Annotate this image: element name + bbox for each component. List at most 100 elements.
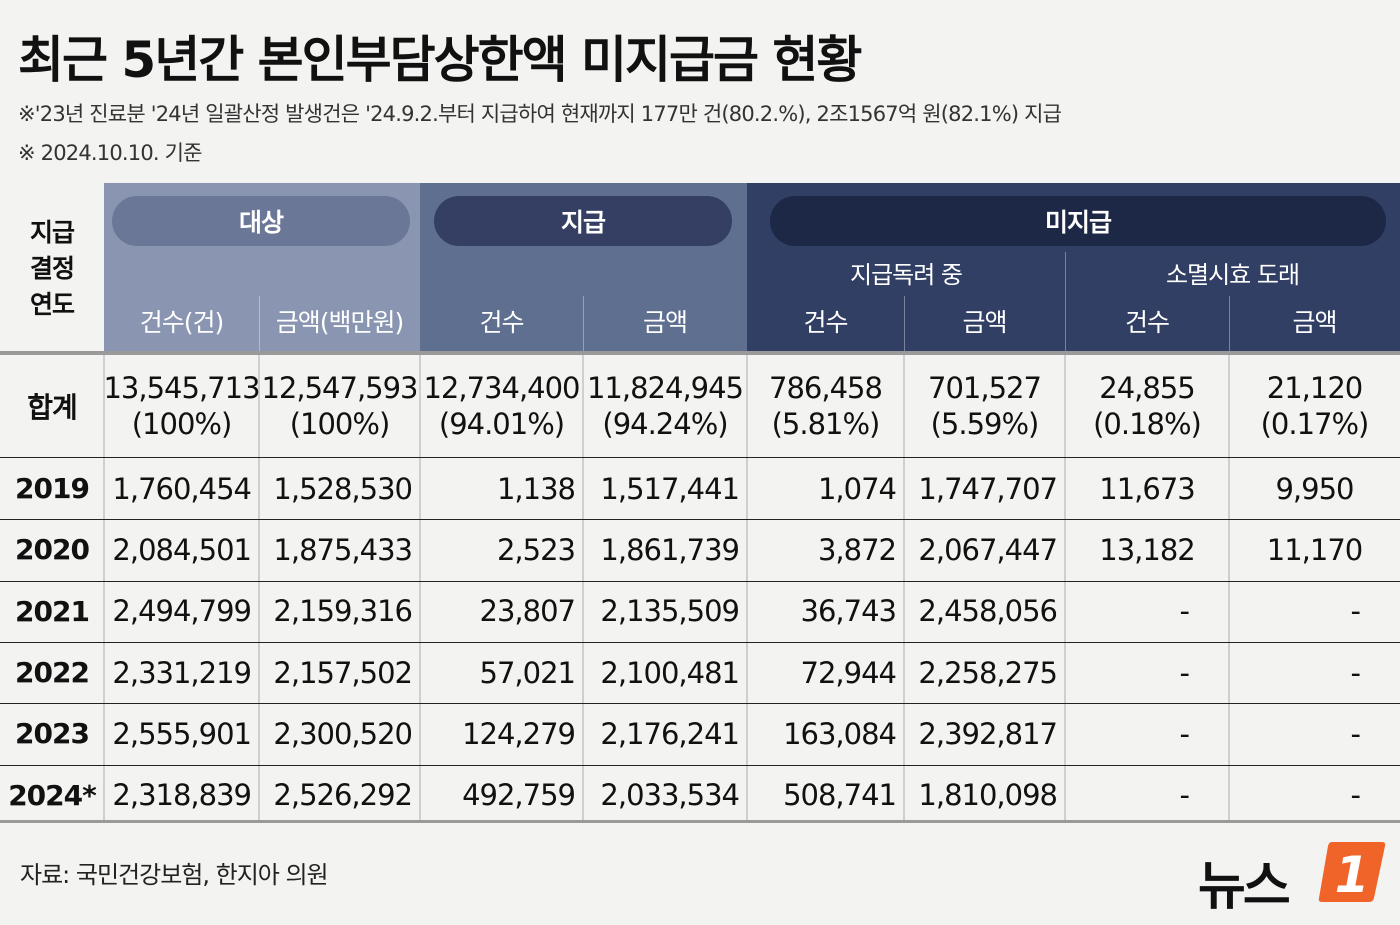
col-divider: [582, 355, 584, 820]
table-row: 2023 2,555,901 2,300,520 124,279 2,176,241 16…: [0, 703, 1400, 764]
group-target-pill: 대상: [112, 196, 410, 246]
table-cell: 1,810,098: [918, 778, 1058, 813]
table-cell: -: [1179, 655, 1190, 690]
table-cell: 3,872: [817, 532, 897, 567]
logo-mark-icon: 1: [1318, 842, 1386, 904]
col-paid-count: 건수: [479, 308, 524, 337]
header-separator: [583, 296, 584, 351]
svg-text:1: 1: [1335, 846, 1370, 904]
col-expired-amount: 금액: [1292, 308, 1337, 337]
row-divider: [0, 457, 1400, 458]
table-cell: 11,170: [1266, 532, 1363, 567]
subgroup-expired: 소멸시효 도래: [1165, 260, 1300, 289]
header-separator: [259, 296, 260, 351]
page-title: 최근 5년간 본인부담상한액 미지급금 현황: [18, 31, 862, 89]
table-row: 2021 2,494,799 2,159,316 23,807 2,135,509 36,…: [0, 581, 1400, 642]
year-column-header: 지급 결정 연도: [29, 218, 75, 319]
table-cell: 1,875,433: [273, 532, 413, 567]
col-divider: [1228, 355, 1230, 820]
table-cell: 13,182: [1099, 532, 1195, 567]
row-year: 2022: [15, 656, 90, 690]
table-cell: 2,526,292: [273, 778, 413, 813]
table-cell: 2,176,241: [600, 716, 740, 751]
table-row: 2020 2,084,501 1,875,433 2,523 1,861,739 3,87…: [0, 519, 1400, 580]
col-paid-amount: 금액: [642, 308, 688, 337]
footnote-1: ※'23년 진료분 '24년 일괄산정 발생건은 '24.9.2.부터 지급하여…: [18, 102, 1062, 126]
row-divider: [0, 703, 1400, 705]
table-cell: 1,861,739: [600, 532, 740, 567]
table-row: 2024* 2,318,839 2,526,292 492,759 2,033,534 5…: [0, 765, 1400, 826]
row-year: 2024*: [8, 778, 97, 812]
table-cell: 492,759: [462, 778, 576, 813]
table-cell: 163,084: [783, 716, 897, 751]
table-cell: 2,258,275: [918, 655, 1058, 690]
table-cell: 23,807: [479, 594, 576, 629]
table-bottom-rule: [0, 820, 1400, 823]
group-paid-pill: 지급: [434, 196, 732, 246]
table-cell: 2,159,316: [273, 594, 413, 629]
total-cell: 12,547,593 (100%): [261, 371, 418, 441]
table-cell: -: [1350, 655, 1361, 690]
total-cell: 13,545,713 (100%): [103, 371, 260, 441]
table-cell: -: [1350, 778, 1361, 813]
source-note: 자료: 국민건강보험, 한지아 의원: [20, 861, 329, 889]
row-divider: [0, 519, 1400, 521]
col-expired-count: 건수: [1124, 308, 1170, 337]
table-cell: 2,392,817: [918, 716, 1058, 751]
table-cell: -: [1179, 716, 1190, 751]
header-separator: [904, 296, 905, 351]
table-cell: 2,100,481: [600, 655, 740, 690]
row-year: 2020: [15, 533, 90, 567]
col-pending-count: 건수: [803, 308, 848, 337]
table-cell: 2,331,219: [112, 655, 252, 690]
total-cell: 24,855 (0.18%): [1093, 371, 1202, 441]
subgroup-pending: 지급독려 중: [849, 260, 963, 289]
col-divider: [903, 355, 905, 820]
table-cell: 2,135,509: [600, 594, 740, 629]
col-divider: [746, 355, 748, 820]
col-divider: [419, 355, 421, 820]
table-cell: 57,021: [479, 655, 576, 690]
col-divider: [1064, 355, 1066, 820]
col-target-count: 건수(건): [139, 308, 225, 337]
total-cell: 12,734,400 (94.01%): [423, 371, 580, 441]
header-separator: [1065, 252, 1066, 351]
table-cell: 124,279: [462, 716, 576, 751]
table-cell: -: [1179, 778, 1190, 813]
col-divider: [103, 355, 105, 820]
table-cell: 2,157,502: [273, 655, 413, 690]
table-cell: 1,528,530: [273, 471, 413, 506]
table-cell: 1,747,707: [918, 471, 1058, 506]
row-year: 2023: [15, 717, 90, 751]
footnote-2: ※ 2024.10.10. 기준: [18, 141, 203, 165]
col-divider: [258, 355, 260, 820]
header-separator: [1229, 296, 1230, 351]
table-cell: 36,743: [800, 594, 897, 629]
table-cell: 1,074: [817, 471, 897, 506]
total-cell: 11,824,945 (94.24%): [586, 371, 744, 441]
header-rule: [0, 351, 1400, 355]
table-cell: 2,067,447: [918, 532, 1058, 567]
table-cell: 1,517,441: [600, 471, 740, 506]
news1-logo: 뉴스 1: [1198, 838, 1388, 917]
header-year-bg: [0, 183, 104, 351]
table-cell: 9,950: [1275, 471, 1354, 506]
row-year: 2019: [15, 472, 90, 506]
row-year: 2021: [15, 594, 90, 628]
table-cell: -: [1179, 594, 1190, 629]
table-cell: 2,523: [496, 532, 576, 567]
total-cell: 786,458 (5.81%): [769, 371, 883, 441]
table-cell: 2,555,901: [112, 716, 252, 751]
table-cell: -: [1350, 594, 1361, 629]
group-unpaid-pill: 미지급: [770, 196, 1386, 246]
col-target-amount: 금액(백만원): [275, 308, 405, 337]
total-cell: 21,120 (0.17%): [1260, 371, 1370, 441]
row-divider: [0, 764, 1400, 766]
table-cell: 2,084,501: [112, 532, 252, 567]
table-cell: 2,494,799: [112, 594, 252, 629]
row-divider: [0, 641, 1400, 643]
logo-text: 뉴스: [1198, 857, 1291, 917]
table-cell: 1,138: [496, 471, 576, 506]
table-cell: 2,318,839: [112, 778, 252, 813]
table-cell: 508,741: [783, 778, 897, 813]
